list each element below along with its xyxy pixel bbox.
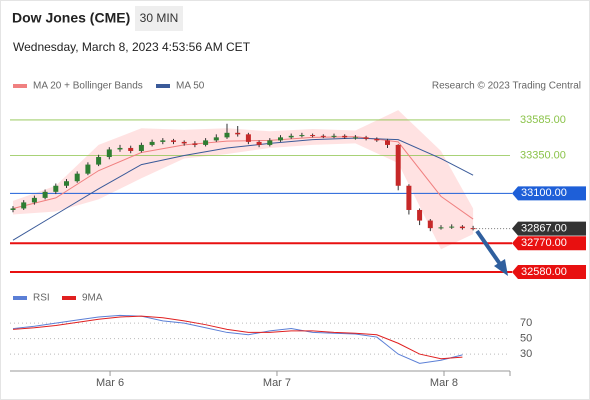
candle-body [138,144,144,151]
candle-body [96,157,102,165]
candle-body [149,141,155,145]
level-label-box [512,264,586,279]
last-price-box [512,221,586,236]
candle-body [310,135,316,137]
candle-body [288,135,294,138]
candle-body [64,181,69,186]
y-tick-label: 70 [520,317,532,329]
candle-body [320,135,326,137]
candle-body [235,132,241,135]
rsi-line [12,314,463,364]
candle-body [342,135,348,138]
last-price-label: 32867.00 [521,222,567,234]
candle-body [299,135,305,137]
candle-body [374,138,380,141]
level-label: 32770.00 [521,237,567,249]
timeframe[interactable]: 30 MIN [140,11,179,25]
source: Research © 2023 Trading Central [432,81,581,92]
forecast-arrowhead [494,259,508,276]
candle-body [395,144,401,186]
x-tick-label: Mar 7 [263,377,291,389]
candle-body [417,209,423,221]
chart-title: Dow Jones (CME) [12,10,130,26]
y-tick-label: 30 [520,348,532,360]
candle-body [449,226,455,228]
legend-label: MA 50 [176,81,205,92]
candle-body [85,164,91,174]
candle-body [171,140,176,142]
rsi-line [12,315,463,360]
level-label: 33350.00 [520,149,566,161]
candle-body [53,185,59,192]
timeframe-box[interactable] [135,6,183,31]
forecast-arrow [475,229,502,266]
candle-body [459,226,465,229]
candle-body [406,185,412,210]
candle-body [160,140,166,142]
candle-body [181,141,187,144]
level-label: 32580.00 [521,266,567,278]
candle-body [363,137,369,139]
candle-body [331,135,337,137]
candle-body [192,143,198,145]
y-tick-label: 50 [520,333,532,345]
candle-body [427,220,433,229]
level-label-box [512,186,586,201]
legend-label: RSI [33,293,50,304]
subtitle: Wednesday, March 8, 2023 4:53:56 AM CET [13,40,251,54]
candle-body [106,149,112,158]
candle-body [267,140,273,145]
candle-body [352,137,358,139]
candle-body [10,208,16,210]
legend-swatch [62,296,76,300]
candle-body [203,140,209,145]
ma-line [12,137,474,241]
level-label-box [512,236,586,251]
candle-body [128,147,134,151]
legend-label: 9MA [82,293,103,304]
x-tick-label: Mar 6 [96,377,124,389]
candle-body [213,137,219,141]
x-tick-label: Mar 8 [430,377,458,389]
legend-swatch [156,84,170,88]
level-label: 33585.00 [520,114,566,126]
candle-body [42,191,48,198]
candle-body [245,134,251,142]
candle-body [278,137,283,141]
level-label: 33100.00 [521,187,567,199]
legend-swatch [13,84,27,88]
candle-body [31,197,37,203]
candle-body [385,140,390,145]
legend-swatch [13,296,27,300]
candle-body [21,202,27,209]
legend-label: MA 20 + Bollinger Bands [33,81,143,92]
candle-body [224,132,230,138]
candle-body [117,147,123,150]
candle-body [74,173,80,182]
bollinger-band [13,110,474,250]
candle-body [256,141,262,145]
candle-body [438,227,444,229]
